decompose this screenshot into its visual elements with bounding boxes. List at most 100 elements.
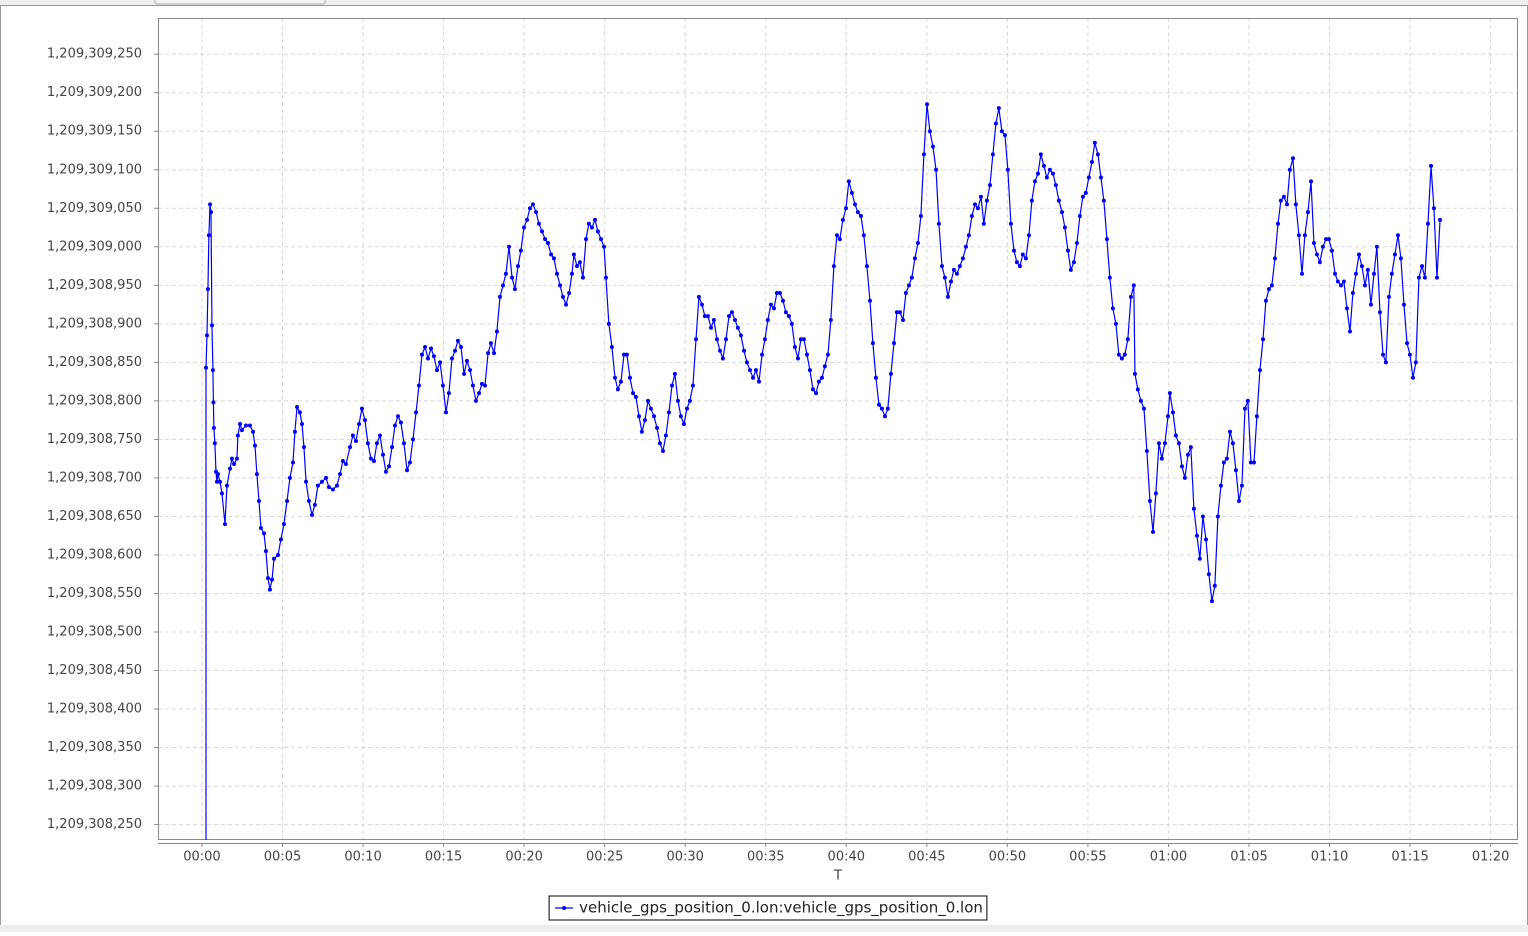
data-point	[927, 129, 932, 134]
data-point	[554, 271, 559, 276]
data-point	[1179, 464, 1184, 469]
data-point	[1248, 460, 1253, 465]
data-point	[852, 202, 857, 207]
data-point	[1227, 429, 1232, 434]
data-point	[420, 352, 425, 357]
data-point	[425, 356, 430, 361]
data-point	[690, 383, 695, 388]
data-point	[1438, 217, 1443, 222]
data-point	[1068, 267, 1073, 272]
x-axis-label: T	[833, 869, 842, 884]
data-point	[1038, 152, 1043, 157]
data-point	[837, 237, 842, 242]
data-point	[589, 225, 594, 230]
data-point	[657, 441, 662, 446]
data-point	[885, 406, 890, 411]
data-point	[1080, 194, 1085, 199]
data-point	[1002, 133, 1007, 138]
data-point	[751, 375, 756, 380]
data-point	[237, 421, 242, 426]
data-point	[486, 351, 491, 356]
data-point	[1395, 233, 1400, 238]
data-point	[1119, 356, 1124, 361]
data-point	[1107, 275, 1112, 280]
data-point	[639, 429, 644, 434]
data-point	[1368, 302, 1373, 307]
data-point	[595, 229, 600, 234]
data-point	[1410, 375, 1415, 380]
data-point	[732, 317, 737, 322]
data-point	[1203, 537, 1208, 542]
data-point	[651, 414, 656, 419]
data-point	[934, 167, 939, 172]
data-point	[234, 456, 239, 461]
data-point	[569, 271, 574, 276]
data-point	[843, 206, 848, 211]
data-point	[960, 256, 965, 261]
data-point	[999, 129, 1004, 134]
data-point	[1014, 260, 1019, 265]
data-point	[396, 414, 401, 419]
data-point	[401, 441, 406, 446]
data-point	[1197, 556, 1202, 561]
data-point	[663, 433, 668, 438]
data-point	[398, 420, 403, 425]
data-point	[518, 248, 523, 253]
y-tick-label: 1,209,308,600	[47, 547, 142, 562]
data-point	[723, 337, 728, 342]
data-point	[295, 405, 300, 410]
data-point	[267, 587, 272, 592]
data-point	[390, 445, 395, 450]
tab[interactable]	[154, 0, 326, 5]
data-point	[1398, 256, 1403, 261]
data-point	[1251, 460, 1256, 465]
data-point	[627, 375, 632, 380]
data-point	[1065, 248, 1070, 253]
data-point	[1059, 210, 1064, 215]
x-tick-label: 01:10	[1311, 850, 1348, 865]
data-point	[870, 341, 875, 346]
data-point	[330, 487, 335, 492]
data-point	[206, 233, 211, 238]
data-point	[564, 302, 569, 307]
data-point	[1242, 406, 1247, 411]
data-point	[1359, 264, 1364, 269]
data-point	[1371, 271, 1376, 276]
data-point	[214, 479, 219, 484]
data-point	[631, 391, 636, 396]
data-point	[906, 283, 911, 288]
data-point	[444, 410, 449, 415]
data-point	[204, 365, 209, 370]
data-point	[1212, 583, 1217, 588]
data-point	[1422, 275, 1427, 280]
data-point	[727, 314, 732, 319]
data-point	[440, 383, 445, 388]
data-point	[1047, 167, 1052, 172]
data-point	[429, 346, 434, 351]
data-point	[771, 306, 776, 311]
data-point	[374, 441, 379, 446]
data-point	[453, 348, 458, 353]
data-point	[1125, 337, 1130, 342]
data-point	[1224, 456, 1229, 461]
data-point	[939, 264, 944, 269]
data-point	[348, 445, 353, 450]
data-point	[987, 183, 992, 188]
data-point	[762, 337, 767, 342]
x-tick-label: 00:15	[425, 850, 462, 865]
data-point	[867, 298, 872, 303]
data-point	[825, 352, 830, 357]
data-point	[1389, 271, 1394, 276]
data-point	[1221, 460, 1226, 465]
data-point	[1386, 294, 1391, 299]
data-point	[326, 485, 331, 490]
data-point	[897, 310, 902, 315]
data-point	[414, 410, 419, 415]
data-point	[506, 244, 511, 249]
data-point	[753, 368, 758, 373]
data-point	[1167, 391, 1172, 396]
data-point	[858, 213, 863, 218]
data-point	[618, 379, 623, 384]
